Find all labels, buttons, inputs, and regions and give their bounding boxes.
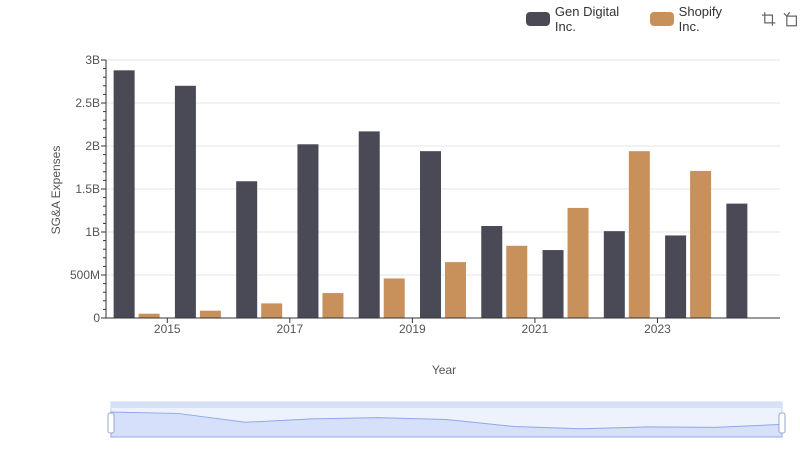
legend-swatch-shopify [649, 12, 674, 26]
bar-gen-digital-2014[interactable] [113, 70, 135, 318]
y-tick-label: 3B [85, 53, 100, 67]
bar-shopify-2015[interactable] [199, 310, 221, 318]
bar-shopify-2019[interactable] [445, 262, 466, 318]
y-tick-label: 1.5B [75, 182, 100, 196]
bar-gen-digital-2022[interactable] [603, 231, 625, 318]
y-tick-label: 2.5B [75, 96, 100, 110]
zoom-move-bar[interactable] [111, 402, 782, 408]
bars [113, 70, 748, 318]
bar-gen-digital-2015[interactable] [174, 85, 196, 318]
x-axis-title: Year [432, 363, 456, 377]
bar-shopify-2018[interactable] [383, 278, 405, 318]
y-axis-title: SG&A Expenses [49, 146, 63, 235]
zoom-handle-left[interactable] [107, 412, 115, 434]
x-tick-label: 2015 [154, 322, 181, 336]
bar-gen-digital-2023[interactable] [665, 235, 687, 318]
x-tick-label: 2019 [399, 322, 426, 336]
bar-gen-digital-2017[interactable] [297, 144, 319, 318]
legend-label-shopify: Shopify Inc. [678, 4, 723, 34]
legend: Gen Digital Inc. Shopify Inc. [526, 4, 800, 34]
x-tick-label: 2023 [644, 322, 671, 336]
grid [106, 59, 780, 276]
bar-shopify-2022[interactable] [628, 151, 650, 318]
bar-shopify-2021[interactable] [567, 207, 589, 318]
x-tick-label: 2021 [522, 322, 549, 336]
y-tick-label: 1B [85, 225, 100, 239]
bar-gen-digital-2020[interactable] [481, 225, 503, 318]
restore-icon[interactable] [783, 10, 800, 28]
bar-shopify-2023[interactable] [690, 170, 712, 318]
y-tick-label: 500M [70, 268, 100, 282]
bar-gen-digital-2019[interactable] [420, 151, 441, 318]
legend-item-shopify[interactable]: Shopify Inc. [649, 4, 744, 34]
y-tick-label: 0 [93, 311, 100, 325]
zoom-handle-right[interactable] [778, 412, 786, 434]
x-tick-label: 2017 [276, 322, 303, 336]
bar-shopify-2017[interactable] [322, 293, 344, 318]
axes [101, 59, 780, 323]
legend-swatch-gen-digital [526, 12, 550, 26]
x-tick-labels: 2015 2017 2019 2021 2023 [154, 322, 671, 336]
bar-shopify-2014[interactable] [138, 313, 160, 318]
y-tick-labels: 0 500M 1B 1.5B 2B 2.5B 3B [70, 53, 100, 325]
zoom-preview-area [110, 411, 783, 438]
bar-gen-digital-2018[interactable] [358, 131, 380, 318]
zoom-select-icon[interactable] [760, 10, 777, 28]
legend-label-gen-digital: Gen Digital Inc. [554, 4, 620, 34]
bar-shopify-2016[interactable] [261, 303, 283, 318]
bar-gen-digital-2021[interactable] [542, 250, 564, 318]
bar-shopify-2020[interactable] [506, 245, 528, 318]
legend-item-gen-digital[interactable]: Gen Digital Inc. [526, 4, 640, 34]
bar-gen-digital-2016[interactable] [236, 181, 258, 318]
data-zoom-slider[interactable] [107, 401, 786, 438]
bar-gen-digital-2024[interactable] [726, 203, 748, 318]
y-tick-label: 2B [85, 139, 100, 153]
